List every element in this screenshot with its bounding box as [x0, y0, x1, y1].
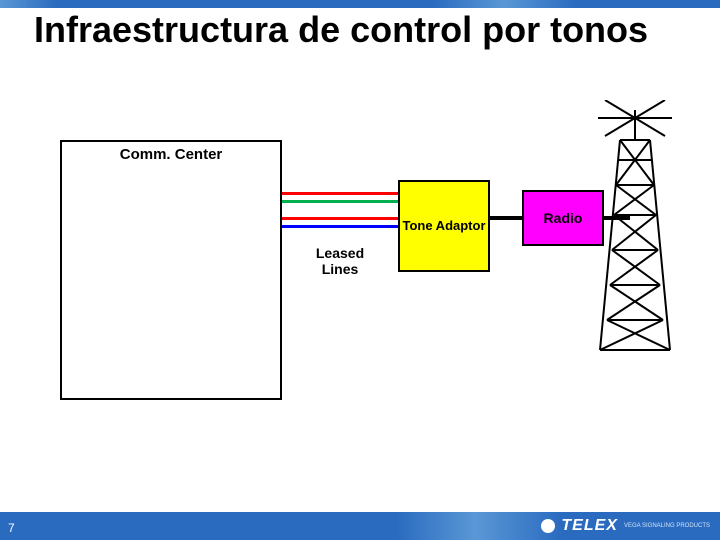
leased-line-1: [282, 192, 398, 195]
page-number: 7: [8, 521, 15, 535]
comm-center-box: Comm. Center: [60, 140, 282, 400]
diagram-canvas: Comm. Center Tone Adaptor Radio Leased L…: [0, 120, 720, 500]
leased-lines-label: Leased Lines: [300, 245, 380, 277]
page-title: Infraestructura de control por tonos: [34, 10, 700, 50]
tone-adaptor-box: Tone Adaptor: [398, 180, 490, 272]
connector-radio-tower: [604, 216, 630, 220]
bottom-accent-bar: TELEX VEGA SIGNALING PRODUCTS: [0, 512, 720, 540]
logo-text: TELEX: [561, 517, 618, 535]
top-accent-bar: [0, 0, 720, 8]
radio-label: Radio: [544, 210, 583, 226]
logo-tagline: VEGA SIGNALING PRODUCTS: [624, 523, 710, 529]
logo-dot-icon: [541, 519, 555, 533]
leased-line-4: [282, 225, 398, 228]
radio-box: Radio: [522, 190, 604, 246]
slide: Infraestructura de control por tonos: [0, 0, 720, 540]
connector-adaptor-radio: [490, 216, 522, 220]
brand-logo: TELEX VEGA SIGNALING PRODUCTS: [541, 517, 710, 535]
leased-line-3: [282, 217, 398, 220]
comm-center-label: Comm. Center: [120, 146, 223, 163]
tone-adaptor-label: Tone Adaptor: [402, 218, 485, 234]
leased-line-2: [282, 200, 398, 203]
